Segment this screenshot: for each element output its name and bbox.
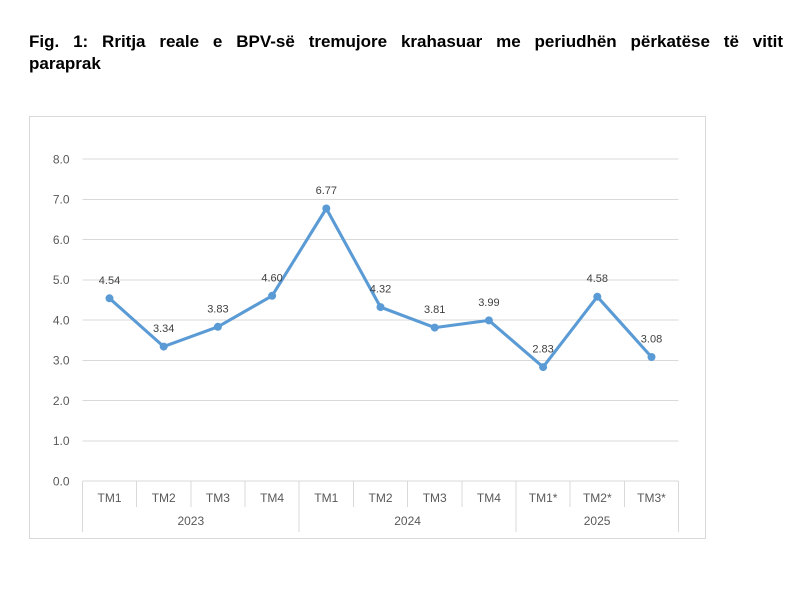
svg-text:TM2*: TM2* [583,491,612,505]
svg-text:TM1: TM1 [98,491,122,505]
svg-text:TM3: TM3 [206,491,230,505]
svg-text:3.34: 3.34 [153,323,174,335]
svg-text:6.77: 6.77 [316,185,337,197]
svg-text:1.0: 1.0 [53,434,70,448]
svg-text:2023: 2023 [177,514,204,528]
svg-text:TM1*: TM1* [529,491,558,505]
svg-text:2.83: 2.83 [532,344,553,356]
svg-text:TM4: TM4 [477,491,501,505]
svg-text:4.60: 4.60 [261,272,282,284]
svg-text:3.0: 3.0 [53,354,70,368]
svg-text:TM4: TM4 [260,491,284,505]
svg-text:4.0: 4.0 [53,313,70,327]
svg-text:8.0: 8.0 [53,152,70,166]
svg-text:3.08: 3.08 [641,334,662,346]
svg-text:3.99: 3.99 [478,297,499,309]
svg-text:TM1: TM1 [314,491,338,505]
svg-text:4.58: 4.58 [587,273,608,285]
svg-text:TM3*: TM3* [637,491,666,505]
svg-text:0.0: 0.0 [53,474,70,488]
svg-text:4.54: 4.54 [99,275,120,287]
svg-text:7.0: 7.0 [53,193,70,207]
svg-text:3.83: 3.83 [207,303,228,315]
svg-text:2025: 2025 [584,514,611,528]
svg-text:4.32: 4.32 [370,284,391,296]
svg-text:TM2: TM2 [369,491,393,505]
svg-text:5.0: 5.0 [53,273,70,287]
svg-text:6.0: 6.0 [53,233,70,247]
svg-text:TM3: TM3 [423,491,447,505]
svg-text:TM2: TM2 [152,491,176,505]
svg-text:2.0: 2.0 [53,394,70,408]
svg-text:3.81: 3.81 [424,304,445,316]
svg-text:2024: 2024 [394,514,421,528]
